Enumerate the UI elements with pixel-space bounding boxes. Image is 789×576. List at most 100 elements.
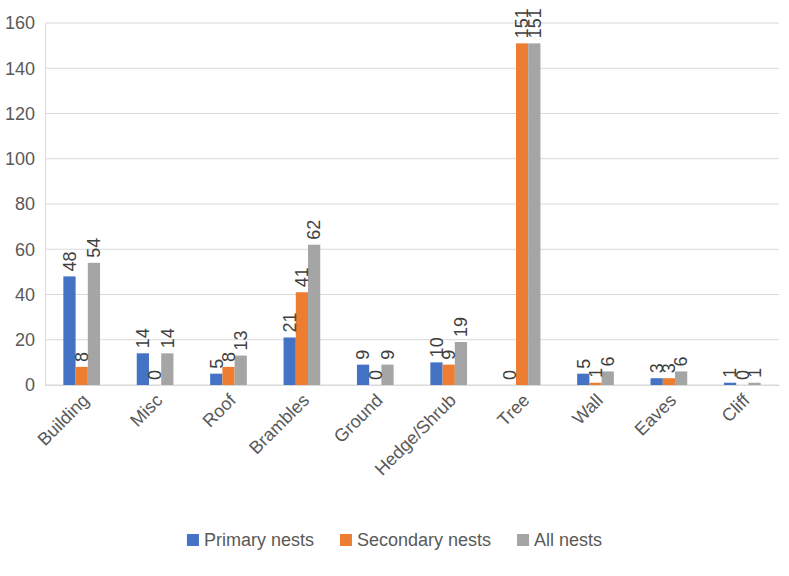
data-labels: 4814521910053180841091511305414136291915… [60,8,765,380]
y-tick-label: 140 [5,59,35,79]
y-tick: 120 [5,104,45,124]
data-label: 151 [525,8,545,38]
data-label: 13 [231,331,251,351]
data-label: 0 [145,370,165,380]
x-tick-label: Misc [126,390,166,430]
x-axis: Building Misc RoofBrambles GroundHedge/Shru… [34,385,780,479]
series [76,43,675,385]
data-label: 14 [133,328,153,348]
legend-item: All nests [517,530,602,550]
bar [589,383,601,385]
data-label: 9 [439,350,459,360]
legend-label: Primary nests [204,530,314,550]
y-tick-label: 0 [25,375,35,395]
y-axis: 020406080100120140160 [5,13,46,395]
plot: 0204060801001201401604814521910053180841… [5,8,780,479]
y-tick-label: 60 [15,240,35,260]
bar [88,263,100,385]
grid-line [45,294,779,295]
x-tick: Eaves [631,385,681,440]
bar [296,292,308,385]
series [88,43,761,385]
x-tick: Hedge/Shrub [371,385,460,479]
data-label: 6 [598,356,618,366]
bar [369,385,381,386]
bar [516,43,528,385]
x-tick: Building [34,385,93,450]
y-tick-label: 120 [5,104,35,124]
y-axis-line [45,24,46,386]
y-tick: 80 [15,194,45,214]
x-tick-label: Building [34,390,93,449]
y-tick: 20 [15,330,45,350]
x-tick-label: Roof [199,389,241,431]
series [63,276,736,385]
data-label: 5 [574,359,594,369]
x-tick-label: Brambles [245,390,313,458]
data-label: 48 [60,251,80,271]
bar [284,337,296,385]
bar [455,342,467,385]
legend-swatch [517,534,529,546]
legend-item: Primary nests [187,530,314,550]
data-label: 8 [219,352,239,362]
x-axis-line [46,385,780,386]
grid-line [45,113,779,114]
bar [724,383,736,385]
x-tick-label: Ground [330,390,387,447]
bar [748,383,760,385]
y-tick: 140 [5,59,45,79]
bar [663,378,675,385]
x-tick: Ground [330,385,387,447]
bar [736,385,748,386]
grid-line [45,23,779,24]
y-tick: 0 [25,375,45,395]
bars [63,43,760,385]
data-label: 6 [671,356,691,366]
y-tick-label: 80 [15,194,35,214]
data-label: 21 [280,312,300,332]
bar [149,385,161,386]
chart: 0204060801001201401604814521910053180841… [0,0,789,576]
data-label: 9 [378,350,398,360]
y-tick: 160 [5,13,45,33]
data-label: 0 [366,370,386,380]
legend-label: Secondary nests [357,530,491,550]
x-tick-label: Tree [494,390,534,430]
y-tick: 60 [15,240,45,260]
bar [651,378,663,385]
grid-line [45,68,779,69]
bar [308,245,320,385]
bar [528,43,540,385]
data-label: 9 [353,350,373,360]
x-tick: Roof [199,385,241,431]
x-tick-label: Wall [568,390,606,428]
y-tick-label: 100 [5,149,35,169]
data-label: 14 [158,328,178,348]
legend-label: All nests [534,530,602,550]
data-label: 0 [500,370,520,380]
bar [76,367,88,385]
bar [210,374,222,385]
data-label: 19 [451,317,471,337]
x-tick: Wall [568,385,606,429]
x-tick-label: Hedge/Shrub [371,390,460,479]
grid-line [45,204,779,205]
y-tick-label: 160 [5,13,35,33]
legend-item: Secondary nests [340,530,491,550]
bar [443,365,455,385]
data-label: 1 [586,368,606,378]
legend-swatch [187,534,199,546]
x-tick-label: Eaves [631,390,681,440]
legend: Primary nests Secondary nests All nests [187,530,602,550]
x-tick-label: Cliff [718,389,755,426]
x-tick: Tree [494,385,534,430]
x-tick: Misc [126,385,166,430]
data-label: 41 [292,267,312,287]
data-label: 1 [745,368,765,378]
data-label: 8 [72,352,92,362]
grid-line [45,158,779,159]
grid-line [45,339,779,340]
x-tick: Cliff [718,385,755,426]
x-tick: Brambles [245,385,313,458]
